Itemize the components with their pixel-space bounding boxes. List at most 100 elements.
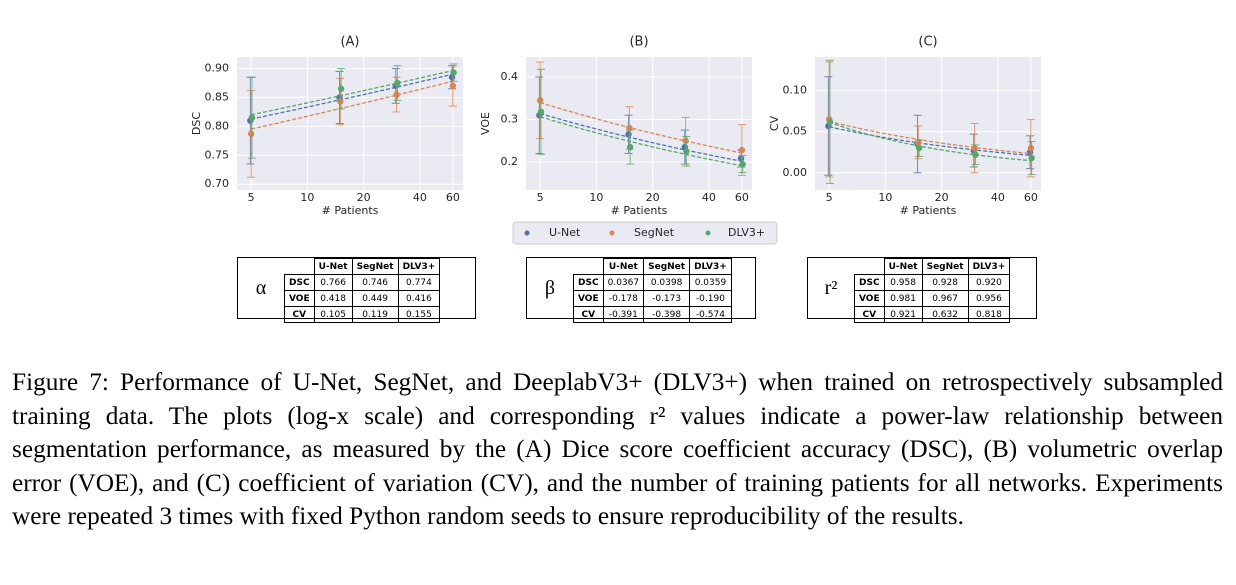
column-header: SegNet [921, 258, 969, 275]
point [537, 108, 545, 116]
point [1027, 144, 1035, 152]
cell: 0.105 [313, 306, 353, 323]
cell: 0.416 [397, 290, 441, 307]
cell: 0.418 [313, 290, 353, 307]
point [1028, 154, 1035, 162]
x-tick-label: 20 [935, 191, 949, 204]
legend-label: SegNet [634, 226, 675, 239]
legend-label: DLV3+ [728, 226, 765, 239]
table-symbol: r² [824, 277, 838, 299]
legend-marker [524, 230, 530, 236]
cell: 0.774 [397, 274, 441, 291]
fit-line [540, 116, 742, 167]
point [739, 160, 746, 168]
fit-line [828, 121, 1031, 162]
legend-box [512, 221, 778, 245]
x-tick-label: 60 [446, 191, 460, 204]
chart-title: (B) [629, 35, 648, 50]
chart-title: (C) [918, 35, 937, 50]
table-symbol: β [544, 277, 556, 299]
fit-line [829, 126, 1031, 157]
row: CV -0.391 -0.398 -0.574 [573, 306, 732, 323]
table: U-Net SegNet DLV3+ DSC 0.0367 0.0398 0.0359 VOE… [573, 258, 732, 323]
x-tick-label: 20 [357, 191, 371, 204]
y-axis-label: CV [768, 115, 781, 131]
point [625, 131, 632, 138]
cell: 0.928 [921, 274, 969, 291]
column-header: SegNet [351, 258, 399, 275]
point [449, 82, 457, 90]
cell: 0.632 [921, 306, 969, 323]
cell: 0.981 [883, 290, 923, 307]
x-tick-label: 40 [413, 191, 427, 204]
y-tick-label: 0.10 [783, 84, 808, 97]
cell: 0.119 [351, 306, 399, 323]
fit-line [251, 80, 453, 130]
fit-line [540, 101, 742, 154]
y-tick-label: 0.05 [783, 125, 808, 138]
corner [573, 258, 604, 275]
cell: 0.958 [883, 274, 923, 291]
fit-line [251, 69, 453, 116]
cell: 0.449 [351, 290, 399, 307]
cell: 0.921 [883, 306, 923, 323]
cell: 0.0359 [689, 274, 732, 291]
row-label: CV [854, 306, 885, 323]
row: VOE -0.178 -0.173 -0.190 [573, 290, 732, 307]
x-tick-label: 5 [248, 191, 255, 204]
x-tick-label: 5 [826, 191, 833, 204]
x-tick-label: 40 [991, 191, 1005, 204]
cell: 0.920 [967, 274, 1011, 291]
point [394, 79, 401, 87]
point [915, 144, 923, 152]
column-header: DLV3+ [967, 258, 1011, 275]
table-box: β U-Net SegNet DLV3+ DSC 0.0367 0.0398 0.0359 VO… [526, 257, 756, 323]
corner [284, 258, 315, 275]
x-tick-label: 20 [646, 191, 660, 204]
fit-line [251, 73, 453, 120]
point [247, 130, 255, 138]
point [626, 124, 633, 132]
cell: 0.956 [967, 290, 1011, 307]
point [393, 91, 400, 98]
row-label: CV [284, 306, 315, 323]
cell: -0.190 [689, 290, 732, 307]
point [626, 143, 634, 151]
cell: 0.155 [397, 306, 441, 323]
y-tick-label: 0.00 [783, 166, 808, 179]
x-axis-label: # Patients [611, 204, 668, 217]
point [683, 148, 690, 155]
y-tick-label: 0.90 [205, 62, 230, 75]
cell: 0.967 [921, 290, 969, 307]
plot-area [815, 57, 1041, 190]
table: U-Net SegNet DLV3+ DSC 0.958 0.928 0.920 VOE 0.9… [854, 258, 1011, 323]
row-label: VOE [854, 290, 885, 307]
row-label: DSC [284, 274, 315, 291]
point [337, 85, 345, 93]
column-header: U-Net [313, 258, 353, 275]
x-tick-label: 60 [1024, 191, 1038, 204]
y-tick-label: 0.3 [501, 112, 519, 125]
header-row: U-Net SegNet DLV3+ [854, 258, 1011, 275]
point [738, 146, 746, 154]
point [248, 114, 256, 121]
column-header: DLV3+ [397, 258, 441, 275]
point [450, 69, 457, 76]
cell: -0.398 [643, 306, 691, 323]
row: CV 0.921 0.632 0.818 [854, 306, 1011, 323]
x-tick-label: 5 [537, 191, 544, 204]
row: DSC 0.766 0.746 0.774 [284, 274, 441, 291]
row-label: DSC [573, 274, 604, 291]
cell: -0.391 [602, 306, 645, 323]
point [337, 98, 344, 105]
point [971, 144, 978, 152]
row-label: CV [573, 306, 604, 323]
row: VOE 0.418 0.449 0.416 [284, 290, 441, 307]
point [972, 151, 979, 158]
row-label: VOE [573, 290, 604, 307]
point [737, 155, 745, 162]
point [682, 137, 689, 144]
y-tick-label: 0.4 [501, 70, 519, 83]
point [915, 139, 922, 146]
